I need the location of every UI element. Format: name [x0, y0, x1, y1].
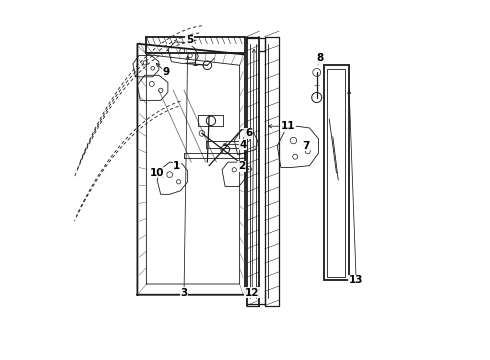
Text: 12: 12: [245, 288, 259, 298]
Text: 9: 9: [163, 67, 170, 77]
Text: 11: 11: [281, 121, 295, 131]
Text: 1: 1: [173, 161, 180, 171]
Text: 2: 2: [238, 161, 245, 171]
Text: 6: 6: [245, 129, 252, 138]
Text: 13: 13: [349, 275, 364, 285]
Text: 7: 7: [302, 141, 310, 151]
Text: 10: 10: [150, 168, 164, 178]
Text: 5: 5: [186, 35, 193, 45]
Text: 4: 4: [240, 140, 247, 150]
Text: 8: 8: [317, 53, 324, 63]
Text: 3: 3: [180, 288, 188, 298]
